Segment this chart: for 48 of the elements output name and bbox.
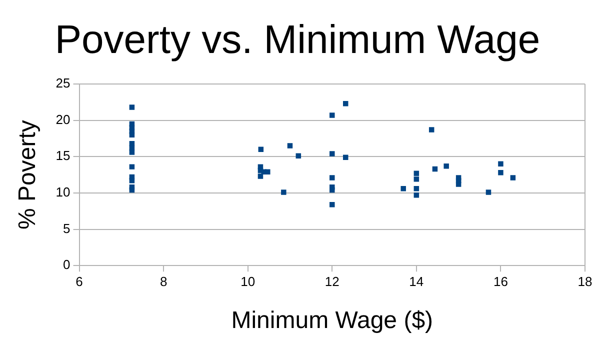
y-tick-label: 10 (56, 184, 70, 200)
x-tick-label: 12 (324, 274, 340, 289)
point (414, 186, 420, 192)
point (498, 170, 504, 176)
y-tick-label: 15 (56, 148, 70, 164)
y-tick-label: 0 (63, 257, 70, 272)
point (129, 132, 135, 138)
point (486, 190, 492, 195)
point (330, 187, 335, 193)
point (456, 182, 462, 187)
x-tick-label: 16 (493, 274, 508, 289)
x-tick-label: 18 (578, 274, 592, 289)
x-axis-title: Minimum Wage ($) (231, 307, 434, 334)
chart-title: Poverty vs. Minimum Wage (54, 18, 540, 62)
point (414, 192, 420, 198)
point (296, 153, 302, 159)
point (129, 164, 135, 170)
point (330, 202, 335, 208)
point (330, 151, 335, 156)
point (414, 176, 420, 182)
x-tick-label: 8 (160, 274, 168, 289)
point (510, 175, 516, 180)
point (414, 170, 420, 176)
point (129, 178, 135, 184)
y-axis-title: % Poverty (14, 120, 42, 230)
point (432, 166, 438, 172)
x-tick-label: 14 (409, 274, 424, 289)
point (258, 146, 264, 152)
y-tick-label: 20 (56, 112, 70, 127)
x-tick-label: 10 (240, 274, 256, 289)
point (258, 174, 264, 179)
y-tick-label: 5 (63, 220, 70, 236)
point (265, 169, 270, 175)
point (342, 154, 348, 160)
point (428, 127, 434, 132)
point (330, 175, 335, 180)
point (400, 186, 406, 192)
point (342, 100, 348, 106)
point (129, 187, 135, 193)
point (129, 150, 135, 155)
point (498, 161, 504, 167)
point (281, 190, 286, 195)
point (129, 104, 135, 110)
y-tick-label: 25 (56, 76, 70, 91)
point (287, 143, 293, 148)
point (444, 163, 449, 169)
x-tick-label: 6 (76, 274, 83, 289)
point (330, 112, 335, 118)
